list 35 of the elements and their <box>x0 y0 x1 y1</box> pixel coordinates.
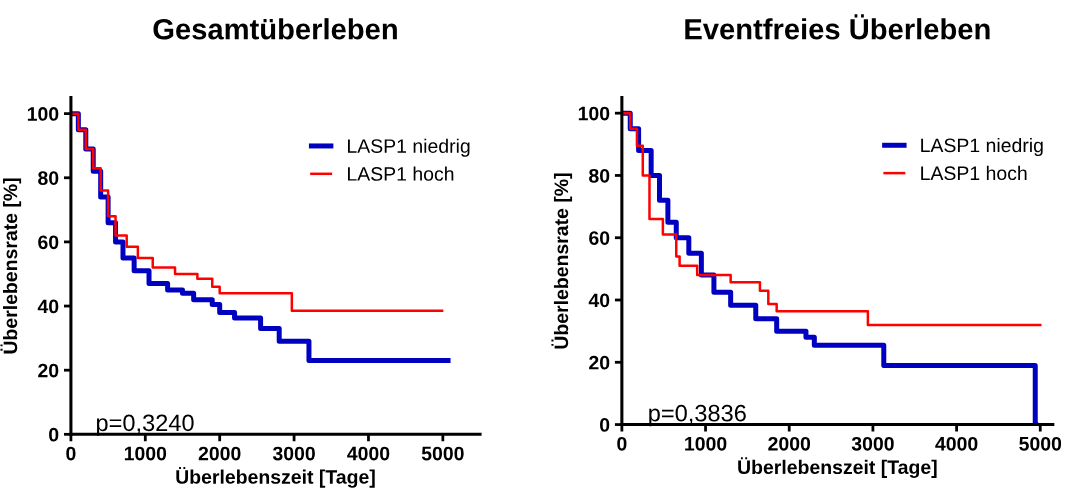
annotation: p=0,3836 <box>649 404 746 427</box>
x-tick-label: 1000 <box>685 436 727 451</box>
y-tick-label: 100 <box>27 107 59 121</box>
legend-label: LASP1 hoch <box>921 165 1027 181</box>
y-tick-label: 80 <box>38 171 59 186</box>
y-tick-label: 60 <box>589 231 610 245</box>
x-tick-label: 4000 <box>347 446 390 461</box>
y-tick-label: 80 <box>589 168 610 183</box>
y-tick-label: 0 <box>600 418 610 432</box>
x-tick-label: 3000 <box>851 436 894 451</box>
y-tick-label: 100 <box>578 106 610 121</box>
x-tick-label: 1000 <box>124 446 167 461</box>
y-tick-label: 40 <box>37 299 59 314</box>
x-tick-label: 0 <box>617 436 627 451</box>
legend-label: LASP1 niedrig <box>348 138 470 157</box>
x-tick-label: 0 <box>66 446 76 461</box>
y-tick-label: 40 <box>588 293 610 308</box>
x-tick-label: 4000 <box>935 436 978 451</box>
annotation: p=0,3240 <box>96 414 194 436</box>
x-tick-label: 5000 <box>421 446 464 461</box>
x-axis-title: Überlebenszeit [Tage] <box>176 467 375 488</box>
y-axis-title: Überlebensrate [%] <box>551 173 573 349</box>
y-tick-label: 20 <box>38 363 59 378</box>
y-tick-label: 20 <box>589 355 610 370</box>
chart-title: Eventfreies Überleben <box>685 14 990 40</box>
x-axis-title: Überlebenszeit [Tage] <box>738 457 937 478</box>
y-axis-title: Überlebensrate [%] <box>0 178 22 354</box>
legend-label: LASP1 niedrig <box>921 137 1043 157</box>
chart-title: Gesamtüberleben <box>153 18 397 40</box>
x-tick-label: 2000 <box>198 446 241 461</box>
legend-label: LASP1 hoch <box>348 166 454 181</box>
x-tick-label: 3000 <box>272 446 315 461</box>
x-tick-label: 5000 <box>1019 436 1062 451</box>
x-tick-label: 2000 <box>768 436 811 451</box>
y-tick-label: 60 <box>38 235 59 250</box>
